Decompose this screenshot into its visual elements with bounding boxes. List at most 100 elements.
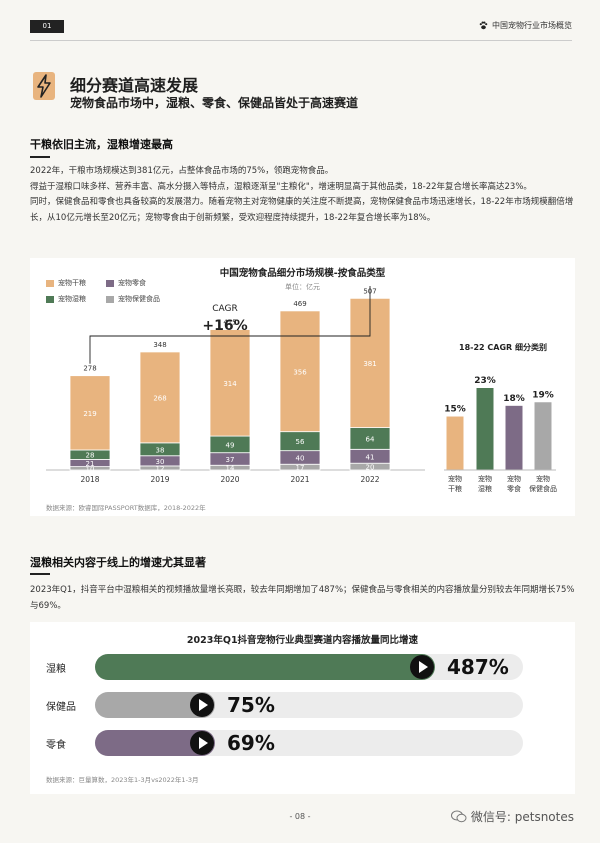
section1-paragraph: 得益于湿粮口味多样、营养丰富、高水分摄入等特点，湿粮逐渐呈"主粮化"，增速明显高… bbox=[30, 181, 532, 192]
header-divider bbox=[30, 40, 572, 41]
data-label: 10 bbox=[86, 465, 95, 473]
data-label: 268 bbox=[153, 394, 166, 402]
data-label: 38 bbox=[156, 446, 165, 454]
wechat-watermark: 微信号: petsnotes bbox=[450, 808, 574, 825]
cagr-tick-label: 宠物 bbox=[478, 474, 492, 483]
paw-icon bbox=[479, 21, 488, 30]
play-icon bbox=[410, 655, 434, 679]
page-subtitle: 宠物食品市场中，湿粮、零食、保健品皆处于高速赛道 bbox=[70, 96, 359, 110]
data-label: 30 bbox=[156, 458, 165, 466]
lightning-icon bbox=[33, 72, 55, 100]
data-label: 314 bbox=[223, 380, 237, 388]
chart2-title: 18-22 CAGR 细分类别 bbox=[459, 342, 547, 352]
chart1-source: 数据来源：欧睿国际PASSPORT数据库，2018-2022年 bbox=[46, 504, 206, 512]
data-label: 64 bbox=[366, 435, 375, 443]
tick-label: 2020 bbox=[220, 475, 239, 484]
data-label: 49 bbox=[226, 441, 235, 449]
chart3-source: 数据来源：巨量算数，2023年1-3月vs2022年1-3月 bbox=[46, 776, 199, 784]
section2-title: 湿粮相关内容于线上的增速尤其显著 bbox=[30, 556, 206, 569]
chart1-legend: 宠物干粮 宠物零食 宠物湿粮 宠物保健食品 bbox=[46, 278, 176, 304]
total-label: 469 bbox=[293, 300, 306, 308]
cagr-bar-label: 23% bbox=[474, 376, 496, 386]
report-header: 中国宠物行业市场概览 bbox=[479, 20, 572, 31]
data-label: 14 bbox=[226, 465, 235, 473]
data-label: 12 bbox=[156, 465, 165, 473]
total-label: 348 bbox=[153, 341, 166, 349]
cagr-bar bbox=[476, 388, 494, 470]
growth-card: 2023年Q1抖音宠物行业典型赛道内容播放量同比增速 湿粮 487% 保健品 75% 零… bbox=[30, 622, 575, 794]
bar-segment bbox=[139, 351, 181, 444]
legend-swatch bbox=[106, 279, 114, 287]
wechat-id: 微信号: petsnotes bbox=[470, 810, 574, 824]
section1-bar bbox=[30, 156, 50, 158]
chart3-title: 2023年Q1抖音宠物行业典型赛道内容播放量同比增速 bbox=[186, 635, 419, 646]
data-label: 21 bbox=[86, 460, 95, 468]
tick-label: 2021 bbox=[290, 475, 309, 484]
total-label: 278 bbox=[83, 365, 96, 373]
cagr-bar bbox=[534, 402, 552, 470]
value-label: 487% bbox=[447, 655, 509, 679]
data-label: 56 bbox=[296, 438, 305, 446]
value-label: 69% bbox=[227, 731, 275, 755]
data-label: 381 bbox=[363, 360, 376, 368]
bar-segment bbox=[209, 329, 251, 437]
market-size-card: 中国宠物食品细分市场规模-按食品类型 单位：亿元 宠物干粮 宠物零食 宠物湿粮 … bbox=[30, 258, 575, 516]
cagr-bar bbox=[446, 416, 464, 470]
wechat-icon bbox=[450, 810, 467, 823]
section1-paragraph: 同时，保健食品和零食也具备较高的发展潜力。随着宠物主对宠物健康的关注度不断提高，… bbox=[30, 197, 574, 223]
data-label: 356 bbox=[293, 368, 307, 376]
bar-segment bbox=[69, 375, 111, 451]
category-label: 保健品 bbox=[46, 702, 76, 713]
page-title: 细分赛道高速发展 bbox=[70, 76, 199, 95]
legend-swatch bbox=[46, 279, 54, 287]
play-icon bbox=[190, 693, 214, 717]
cagr-bar-label: 15% bbox=[444, 405, 466, 415]
legend-item: 宠物湿粮 bbox=[46, 294, 106, 304]
tick-label: 2022 bbox=[360, 475, 379, 484]
data-label: 17 bbox=[296, 464, 305, 472]
category-label: 零食 bbox=[46, 740, 66, 751]
total-label: 415 bbox=[223, 319, 236, 327]
data-label: 219 bbox=[83, 410, 96, 418]
cagr-tick-label: 宠物 bbox=[507, 474, 521, 483]
cagr-tick-label: 干粮 bbox=[448, 484, 462, 493]
cagr-bracket bbox=[89, 286, 371, 364]
section2-bar bbox=[30, 573, 50, 575]
legend-swatch bbox=[46, 295, 54, 303]
cagr-tick-label: 保健食品 bbox=[529, 484, 557, 493]
legend-item: 宠物零食 bbox=[106, 278, 176, 288]
tick-label: 2019 bbox=[150, 475, 169, 484]
cagr-tick-label: 宠物 bbox=[448, 474, 462, 483]
bar-segment bbox=[279, 310, 321, 433]
page-number: - 08 - bbox=[289, 812, 311, 821]
legend-item: 宠物保健食品 bbox=[106, 294, 176, 304]
data-label: 40 bbox=[296, 454, 305, 462]
horizontal-bar-chart: 湿粮 487% 保健品 75% 零食 69% bbox=[30, 622, 575, 794]
cagr-value: +16% bbox=[202, 318, 247, 334]
category-label: 湿粮 bbox=[46, 664, 66, 675]
cagr-tick-label: 宠物 bbox=[536, 474, 550, 483]
cagr-bar bbox=[505, 405, 523, 470]
play-icon bbox=[190, 731, 214, 755]
cagr-bar-label: 19% bbox=[532, 390, 554, 400]
bar-fill bbox=[95, 654, 435, 680]
tick-label: 2018 bbox=[80, 475, 99, 484]
legend-item: 宠物干粮 bbox=[46, 278, 106, 288]
chart1-title: 中国宠物食品细分市场规模-按食品类型 bbox=[219, 268, 386, 279]
legend-swatch bbox=[106, 295, 114, 303]
data-label: 37 bbox=[226, 456, 235, 464]
cagr-label: CAGR bbox=[212, 304, 238, 314]
section2-paragraph: 2023年Q1，抖音平台中湿粮相关的视频播放量增长亮眼，较去年同期增加了487%… bbox=[30, 585, 575, 611]
data-label: 28 bbox=[86, 452, 95, 460]
cagr-bar-label: 18% bbox=[503, 394, 525, 404]
page-tag: 01 bbox=[30, 20, 64, 33]
data-label: 41 bbox=[366, 453, 375, 461]
chart1-unit: 单位：亿元 bbox=[285, 283, 320, 291]
data-label: 20 bbox=[366, 464, 375, 472]
cagr-tick-label: 零食 bbox=[507, 484, 521, 493]
cagr-tick-label: 湿粮 bbox=[478, 484, 492, 493]
section1-paragraph: 2022年，干粮市场规模达到381亿元，占整体食品市场的75%，领跑宠物食品。 bbox=[30, 166, 334, 176]
report-title: 中国宠物行业市场概览 bbox=[492, 21, 572, 30]
value-label: 75% bbox=[227, 693, 275, 717]
